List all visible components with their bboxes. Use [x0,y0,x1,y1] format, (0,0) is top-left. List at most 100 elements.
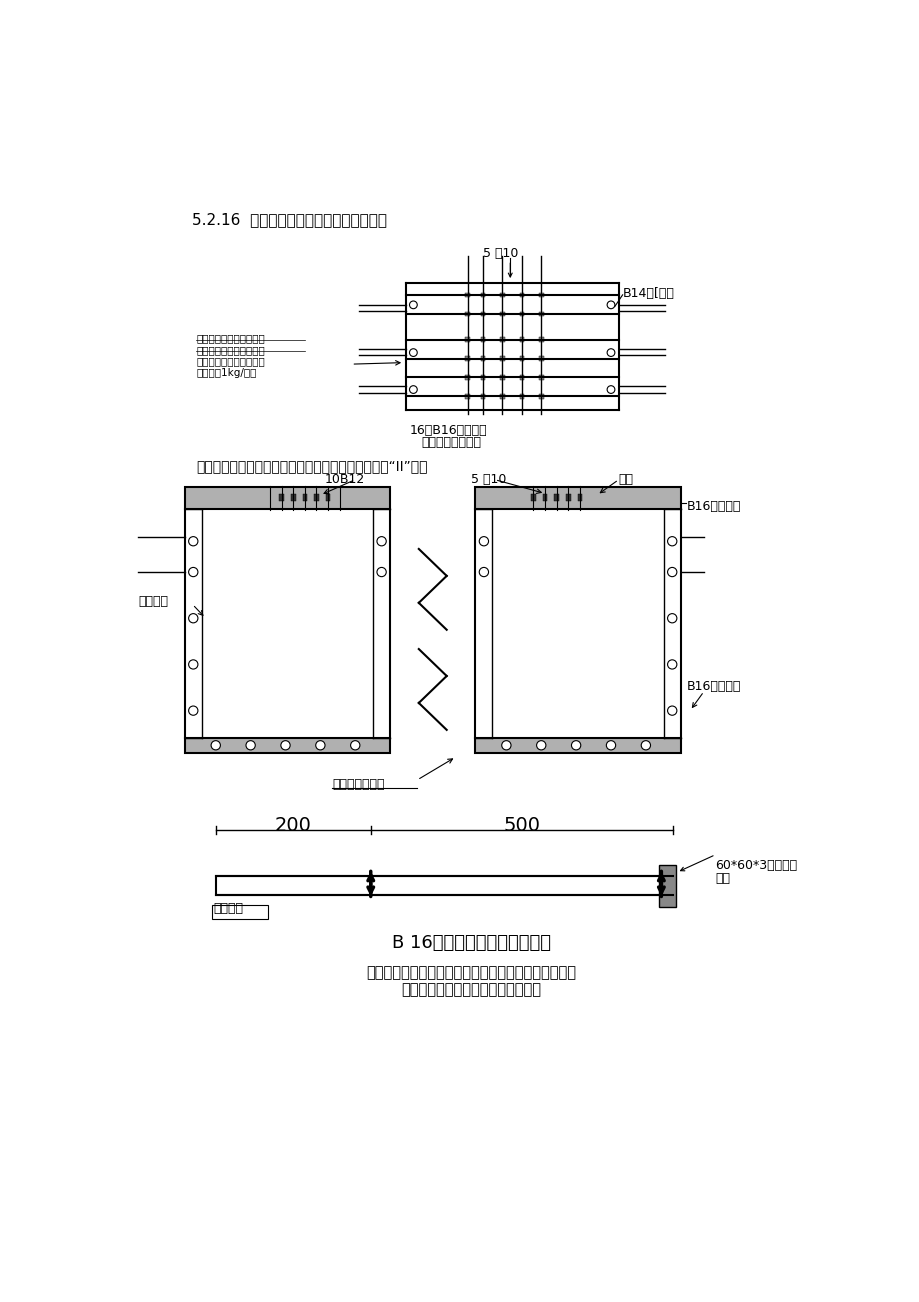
Circle shape [607,349,614,357]
Circle shape [377,536,386,546]
Text: 电梯井、集水井模抗移位支撑筋，并有止水片及防浮“II”加筋: 电梯井、集水井模抗移位支撑筋，并有止水片及防浮“II”加筋 [196,458,427,473]
Circle shape [409,385,417,393]
Text: 60*60*3止水铁片: 60*60*3止水铁片 [715,859,797,872]
Text: B16水平支撑: B16水平支撑 [686,500,741,513]
Bar [465,311,470,316]
Circle shape [607,385,614,393]
Circle shape [667,660,676,669]
Bar [481,311,485,316]
Bar [519,375,524,380]
Text: 支撑杆应与底板筋焊固防止位移脱落: 支撑杆应与底板筋焊固防止位移脱落 [401,983,541,997]
Bar [465,293,470,297]
Circle shape [536,741,545,750]
Bar [519,311,524,316]
Bar [325,493,330,501]
Text: 5 〈10: 5 〈10 [482,247,518,260]
Bar [530,493,535,501]
Bar [185,487,390,509]
Text: 10B12: 10B12 [323,474,364,487]
Text: 16根B16水平支撑: 16根B16水平支撑 [409,424,486,437]
Bar [302,493,307,501]
Circle shape [350,741,359,750]
Circle shape [188,706,198,715]
Bar [290,493,295,501]
Circle shape [607,301,614,309]
Text: 焊固: 焊固 [618,474,633,487]
Text: 支于筱模上、下口: 支于筱模上、下口 [421,436,481,449]
Bar [539,311,543,316]
Text: 顶模板端: 顶模板端 [213,901,244,914]
Circle shape [188,568,198,577]
Text: B 16止水钉筋水平支撑示意图: B 16止水钉筋水平支撑示意图 [391,934,550,952]
Text: 5.2.16  电梯坑、集水坑内筱模防位移措施: 5.2.16 电梯坑、集水坑内筱模防位移措施 [192,212,387,227]
Circle shape [409,301,417,309]
Circle shape [280,741,289,750]
Bar [279,493,284,501]
Bar [577,493,582,501]
Bar [500,293,505,297]
Text: 长度合适的整捆钉管，重: 长度合适的整捆钉管，重 [196,357,265,366]
Text: 筱式坑模: 筱式坑模 [138,595,168,608]
Bar [475,487,680,509]
Bar [539,375,543,380]
Bar [475,738,680,753]
Bar [519,395,524,398]
Bar [565,493,570,501]
Text: B16水平支撑: B16水平支撑 [686,680,741,693]
Bar [481,337,485,342]
Circle shape [479,568,488,577]
Circle shape [188,613,198,622]
Text: B14与[焊固: B14与[焊固 [622,288,674,301]
Bar [465,357,470,361]
Bar [481,395,485,398]
Bar [519,337,524,342]
Bar [658,865,675,907]
Bar [185,738,390,753]
Text: 5 〈10: 5 〈10 [471,474,506,487]
Bar [500,357,505,361]
Circle shape [667,568,676,577]
Text: 应在上部堆放整扎模板或: 应在上部堆放整扎模板或 [196,345,265,355]
Circle shape [479,536,488,546]
Bar [465,337,470,342]
Circle shape [315,741,324,750]
Bar [211,905,267,918]
Circle shape [667,613,676,622]
Bar [481,293,485,297]
Circle shape [188,536,198,546]
Bar [500,337,505,342]
Text: 抗浮拉筋与槽钉焊固后，: 抗浮拉筋与槽钉焊固后， [196,333,265,344]
Circle shape [667,536,676,546]
Bar [481,357,485,361]
Circle shape [245,741,255,750]
Bar [313,493,319,501]
Text: 满焊: 满焊 [715,871,730,884]
Text: 量不少于1kg/单坑: 量不少于1kg/单坑 [196,368,256,378]
Bar [465,375,470,380]
Circle shape [409,349,417,357]
Circle shape [571,741,580,750]
Bar [481,375,485,380]
Bar [554,493,559,501]
Bar [539,395,543,398]
Circle shape [377,568,386,577]
Bar [216,876,673,896]
Circle shape [667,706,676,715]
Bar [539,337,543,342]
Text: 与底下排筋焊固: 与底下排筋焊固 [332,779,384,792]
Circle shape [501,741,510,750]
Text: 200: 200 [275,816,312,835]
Bar [539,293,543,297]
Circle shape [188,660,198,669]
Bar [500,395,505,398]
Text: 500: 500 [503,816,539,835]
Circle shape [210,741,221,750]
Bar [519,357,524,361]
Bar [500,311,505,316]
Circle shape [641,741,650,750]
Bar [519,293,524,297]
Bar [465,395,470,398]
Bar [500,375,505,380]
Text: 一端顶支于模板，一端支于直壁围护墙或放坡护壁上，: 一端顶支于模板，一端支于直壁围护墙或放坡护壁上， [366,965,576,979]
Bar [539,357,543,361]
